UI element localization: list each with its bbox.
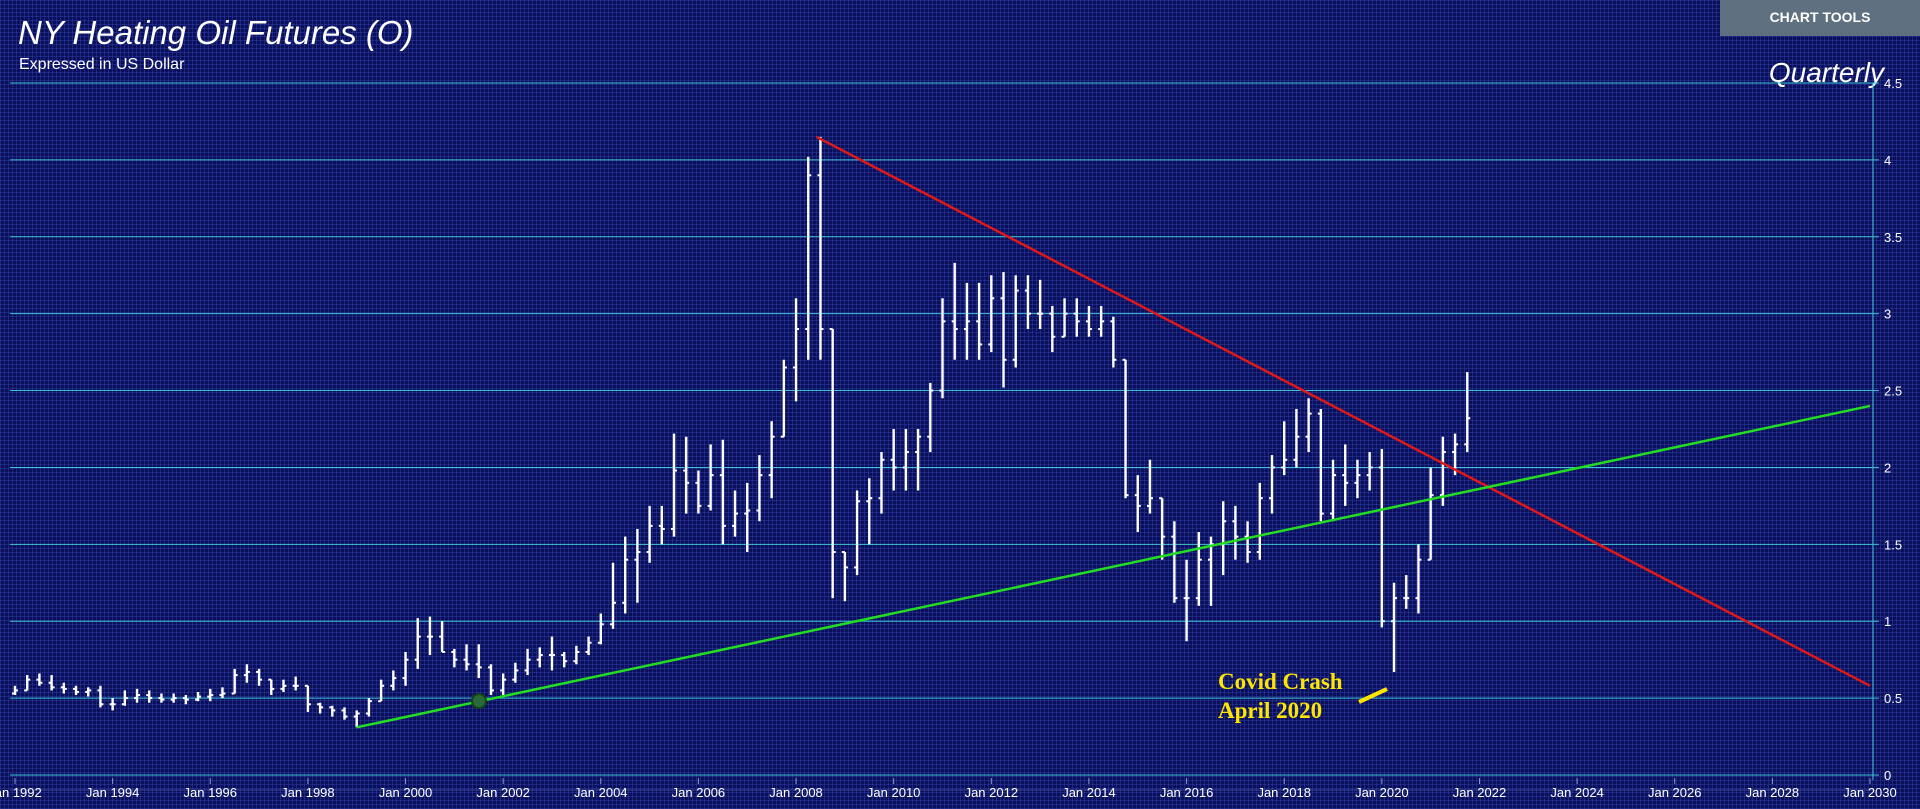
x-tick-label: Jan 1994	[86, 785, 140, 800]
y-tick-label: 4.5	[1884, 76, 1902, 91]
x-tick-label: Jan 2008	[769, 785, 823, 800]
x-tick-label: Jan 2020	[1355, 785, 1409, 800]
y-tick-label: 1	[1884, 614, 1891, 629]
annotation: April 2020	[1218, 698, 1322, 723]
x-tick-label: Jan 2026	[1648, 785, 1702, 800]
chart-tools-button[interactable]	[1720, 0, 1920, 36]
x-tick-label: Jan 2000	[379, 785, 433, 800]
chart-title: NY Heating Oil Futures (O)	[18, 14, 414, 51]
y-tick-label: 0.5	[1884, 691, 1902, 706]
plot-area: 0 0.5 1 1.5 2 2.5 3 3.5 4 4.5 Jan 1992 Jan 1994 Jan …	[0, 76, 1902, 800]
x-tick-label: Jan 1992	[0, 785, 42, 800]
trend-line	[356, 404, 1871, 729]
x-tick-label: Jan 2016	[1160, 785, 1214, 800]
x-tick-label: Jan 1996	[184, 785, 238, 800]
y-tick-label: 4	[1884, 153, 1891, 168]
x-tick-label: Jan 2022	[1453, 785, 1507, 800]
chart-subtitle: Expressed in US Dollar	[19, 56, 185, 73]
x-tick-label: Jan 2012	[965, 785, 1019, 800]
x-tick-label: Jan 2024	[1550, 785, 1604, 800]
x-tick-label: Jan 2030	[1843, 785, 1897, 800]
y-tick-label: 2.5	[1884, 384, 1902, 399]
trend-line	[815, 135, 1871, 687]
y-tick-label: 3.5	[1884, 230, 1902, 245]
x-tick-label: Jan 1998	[281, 785, 335, 800]
x-tick-label: Jan 2014	[1062, 785, 1116, 800]
x-tick-label: Jan 2010	[867, 785, 921, 800]
y-tick-label: 3	[1884, 307, 1891, 322]
x-tick-label: Jan 2028	[1746, 785, 1800, 800]
x-tick-label: Jan 2004	[574, 785, 628, 800]
annotation-pointer	[1358, 687, 1388, 704]
x-tick-label: Jan 2002	[476, 785, 530, 800]
chart-tools-label[interactable]: CHART TOOLS	[1770, 9, 1871, 25]
y-tick-label: 0	[1884, 768, 1891, 783]
x-tick-label: Jan 2018	[1257, 785, 1311, 800]
y-tick-label: 1.5	[1884, 537, 1902, 552]
x-tick-label: Jan 2006	[672, 785, 726, 800]
y-tick-label: 2	[1884, 460, 1891, 475]
trend-anchor-marker	[471, 693, 487, 709]
annotation: Covid Crash	[1218, 669, 1343, 694]
